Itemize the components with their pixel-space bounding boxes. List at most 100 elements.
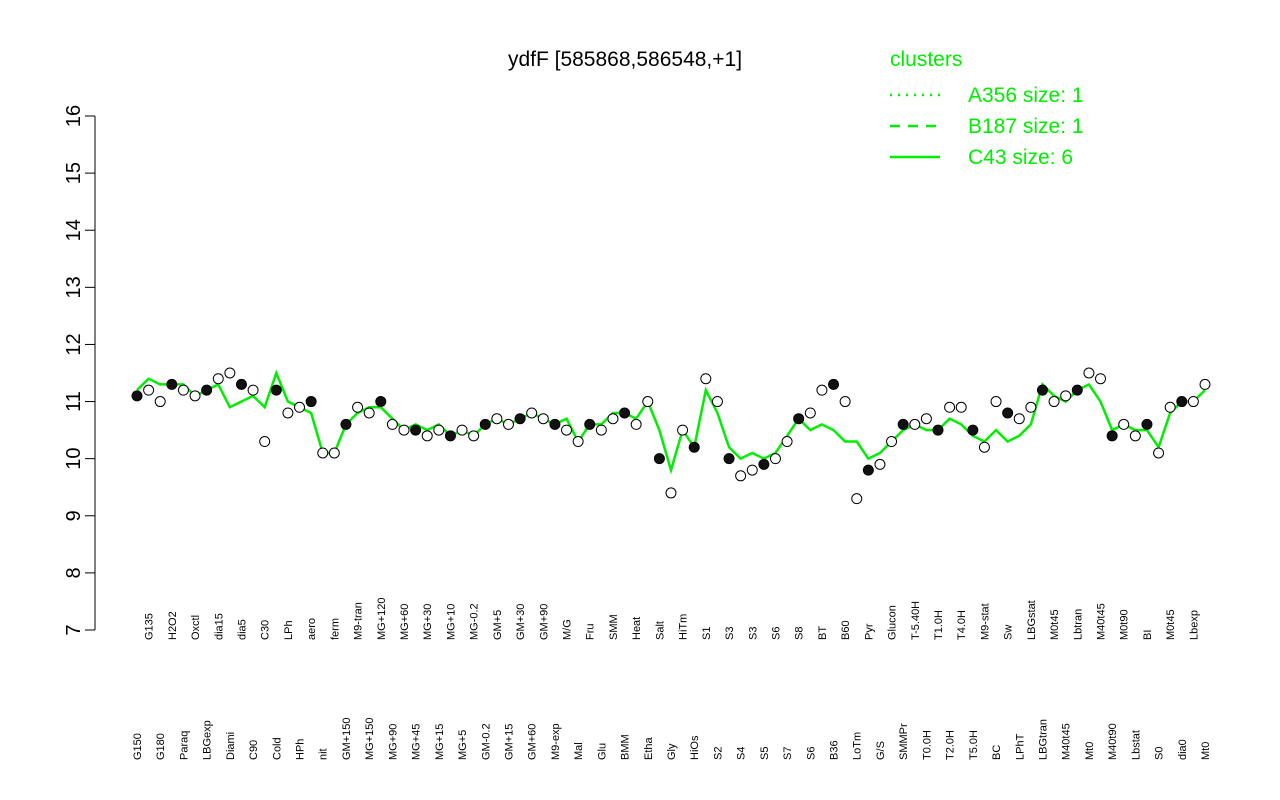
data-point [700,373,712,385]
data-point [909,418,921,430]
x-tick-label: Etha [643,736,655,760]
x-tick-label: dia5 [236,619,248,640]
x-tick-label: MG+90 [387,724,399,760]
data-point [444,430,456,442]
data-point [1153,447,1165,459]
data-point [897,418,909,430]
data-point [990,396,1002,408]
data-point [1048,396,1060,408]
x-tick-label: BT [817,626,829,640]
x-tick-label: T5.0H [968,730,980,760]
data-point [526,407,538,419]
data-point [154,396,166,408]
data-point [143,384,155,396]
data-point [386,418,398,430]
data-point [317,447,329,459]
x-tick-label: Heat [631,617,643,640]
x-tick-label: G180 [155,733,167,760]
x-tick-label: MG+150 [364,718,376,761]
x-tick-label: Fru [585,624,597,641]
data-point [932,424,944,436]
y-tick-label: 8 [63,567,85,578]
y-tick-label: 16 [63,105,85,127]
x-tick-label: T2.0H [945,730,957,760]
x-tick-label: Sw [1003,625,1015,640]
x-tick-label: C90 [248,740,260,760]
data-point [665,487,677,499]
data-point [1013,413,1025,425]
data-point [769,453,781,465]
x-tick-label: Glucon [887,605,899,640]
data-point [375,396,387,408]
y-tick-label: 11 [63,391,85,412]
x-tick-label: Oxctl [190,615,202,640]
data-point [839,396,851,408]
x-tick-label: B36 [829,740,841,760]
data-point [828,378,840,390]
data-point [1187,396,1199,408]
x-tick-label: Lbtran [1072,609,1084,640]
data-point [212,373,224,385]
data-point [1071,384,1083,396]
x-tick-label: LBGtran [1037,719,1049,760]
data-point [398,424,410,436]
data-point [201,384,213,396]
x-tick-label: nit [318,748,330,760]
data-point [1095,373,1107,385]
x-tick-label: S5 [759,747,771,760]
data-point [259,436,271,448]
x-tick-label: H2O2 [167,611,179,640]
data-point [235,378,247,390]
data-point [410,424,422,436]
x-tick-label: T0.0H [921,730,933,760]
data-point [653,453,665,465]
x-tick-label: M40t90 [1107,723,1119,760]
x-tick-label: ferm [329,618,341,640]
data-point [584,418,596,430]
data-point [1106,430,1118,442]
x-tick-label: GM+5 [492,610,504,640]
y-tick-label: 13 [63,276,85,298]
data-point [862,464,874,476]
x-tick-label: M9-tran [353,602,365,640]
data-point [944,401,956,413]
data-point [572,436,584,448]
x-tick-label: Diami [225,732,237,760]
x-tick-label: HiOs [689,735,701,760]
data-point [851,493,863,505]
legend-label: C43 size: 6 [968,146,1073,169]
x-tick-label: C30 [260,620,272,640]
data-point [224,367,236,379]
x-tick-label: M0t45 [1165,609,1177,640]
y-tick-label: 14 [63,219,85,241]
x-tick-label: S3 [747,627,759,640]
data-point [967,424,979,436]
x-tick-label: LPhT [1014,733,1026,760]
legend-title: clusters [890,48,962,71]
y-tick-label: 15 [63,162,85,184]
x-tick-label: GM-0.2 [480,723,492,760]
x-tick-label: Mal [573,742,585,760]
x-tick-label: S3 [724,627,736,640]
x-tick-label: LBGexp [202,720,214,760]
data-point [177,384,189,396]
data-point [340,418,352,430]
x-tick-label: Salt [654,621,666,640]
data-point [537,413,549,425]
x-tick-label: S8 [794,627,806,640]
x-tick-label: HiTm [678,614,690,640]
y-tick-label: 9 [63,510,85,521]
data-point [247,384,259,396]
x-tick-label: MG+10 [445,604,457,640]
legend-label: A356 size: 1 [968,84,1084,107]
x-tick-label: dia15 [213,613,225,640]
data-point [920,413,932,425]
data-point [816,384,828,396]
x-tick-label: MG+60 [399,604,411,640]
x-tick-label: HPh [295,739,307,760]
x-tick-label: Glu [596,743,608,760]
x-tick-label: GM+150 [341,718,353,761]
x-tick-label: Mt0 [1084,742,1096,760]
data-point [270,384,282,396]
